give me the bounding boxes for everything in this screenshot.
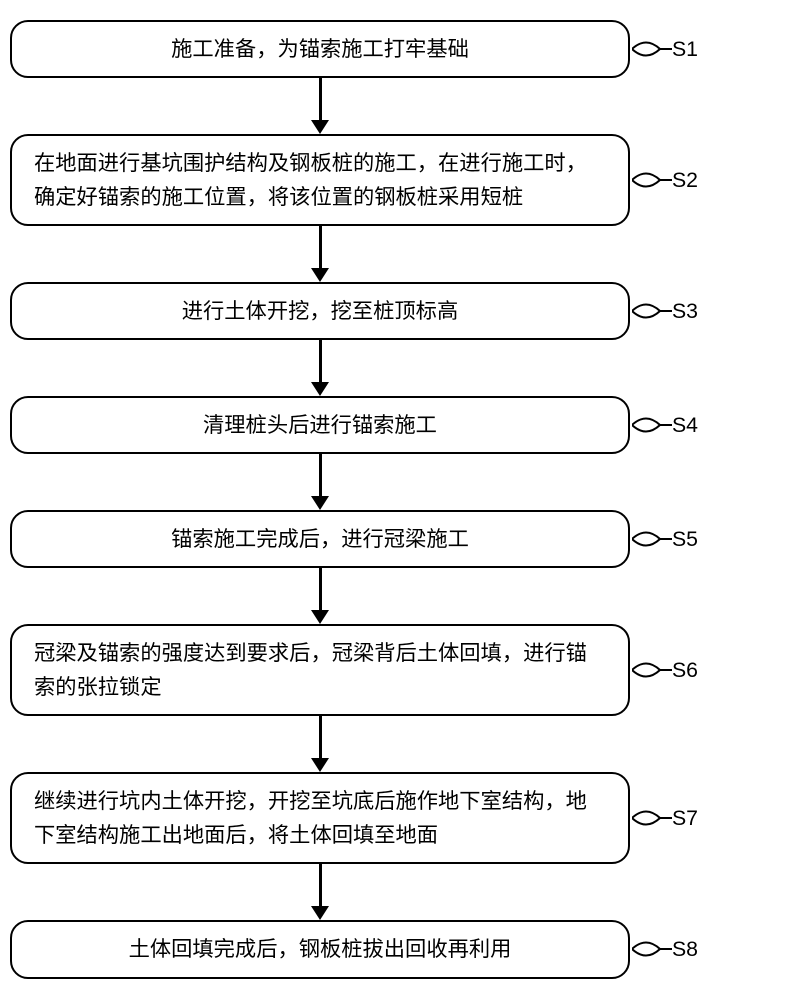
step-label: S4 [672,413,698,438]
label-col: S2 [630,165,786,195]
arrow-wrap [10,716,786,772]
step-text: 土体回填完成后，钢板桩拔出回收再利用 [129,937,512,961]
connector-curve-icon [632,934,672,964]
arrow-down-icon [311,716,329,772]
step-row: 施工准备，为锚索施工打牢基础 S1 [10,20,786,78]
label-col: S3 [630,296,786,326]
step-label: S5 [672,527,698,552]
arrow-wrap [10,568,786,624]
arrow-wrap [10,78,786,134]
step-box-s7: 继续进行坑内土体开挖，开挖至坑底后施作地下室结构，地下室结构施工出地面后，将土体… [10,772,630,864]
label-col: S7 [630,803,786,833]
arrow-wrap [10,226,786,282]
step-text: 继续进行坑内土体开挖，开挖至坑底后施作地下室结构，地下室结构施工出地面后，将土体… [34,789,587,847]
step-label: S2 [672,168,698,193]
connector-curve-icon [632,803,672,833]
step-label: S3 [672,299,698,324]
label-col: S1 [630,34,786,64]
step-box-s8: 土体回填完成后，钢板桩拔出回收再利用 [10,920,630,978]
connector-curve-icon [632,410,672,440]
step-box-s4: 清理桩头后进行锚索施工 [10,396,630,454]
arrow-down-icon [311,226,329,282]
label-col: S6 [630,655,786,685]
step-box-s5: 锚索施工完成后，进行冠梁施工 [10,510,630,568]
step-label: S1 [672,37,698,62]
step-text: 进行土体开挖，挖至桩顶标高 [182,299,458,323]
arrow-down-icon [311,568,329,624]
step-label: S6 [672,658,698,683]
connector-curve-icon [632,524,672,554]
step-box-s1: 施工准备，为锚索施工打牢基础 [10,20,630,78]
step-box-s3: 进行土体开挖，挖至桩顶标高 [10,282,630,340]
connector-curve-icon [632,296,672,326]
label-col: S5 [630,524,786,554]
step-box-s2: 在地面进行基坑围护结构及钢板桩的施工，在进行施工时，确定好锚索的施工位置，将该位… [10,134,630,226]
step-label: S7 [672,806,698,831]
arrow-down-icon [311,454,329,510]
step-row: 清理桩头后进行锚索施工 S4 [10,396,786,454]
step-row: 锚索施工完成后，进行冠梁施工 S5 [10,510,786,568]
flowchart-container: 施工准备，为锚索施工打牢基础 S1 在地面进行基坑围护结构及钢板桩的施工，在进行… [10,20,786,979]
step-row: 冠梁及锚索的强度达到要求后，冠梁背后土体回填，进行锚索的张拉锁定 S6 [10,624,786,716]
arrow-wrap [10,340,786,396]
connector-curve-icon [632,655,672,685]
step-text: 清理桩头后进行锚索施工 [203,413,437,437]
label-col: S8 [630,934,786,964]
step-text: 施工准备，为锚索施工打牢基础 [171,37,469,61]
step-text: 在地面进行基坑围护结构及钢板桩的施工，在进行施工时，确定好锚索的施工位置，将该位… [34,151,587,209]
label-col: S4 [630,410,786,440]
step-text: 冠梁及锚索的强度达到要求后，冠梁背后土体回填，进行锚索的张拉锁定 [34,641,587,699]
arrow-wrap [10,864,786,920]
connector-curve-icon [632,34,672,64]
step-box-s6: 冠梁及锚索的强度达到要求后，冠梁背后土体回填，进行锚索的张拉锁定 [10,624,630,716]
step-label: S8 [672,937,698,962]
arrow-down-icon [311,340,329,396]
arrow-wrap [10,454,786,510]
step-row: 土体回填完成后，钢板桩拔出回收再利用 S8 [10,920,786,978]
connector-curve-icon [632,165,672,195]
step-row: 进行土体开挖，挖至桩顶标高 S3 [10,282,786,340]
arrow-down-icon [311,864,329,920]
step-row: 在地面进行基坑围护结构及钢板桩的施工，在进行施工时，确定好锚索的施工位置，将该位… [10,134,786,226]
step-text: 锚索施工完成后，进行冠梁施工 [171,527,469,551]
arrow-down-icon [311,78,329,134]
step-row: 继续进行坑内土体开挖，开挖至坑底后施作地下室结构，地下室结构施工出地面后，将土体… [10,772,786,864]
